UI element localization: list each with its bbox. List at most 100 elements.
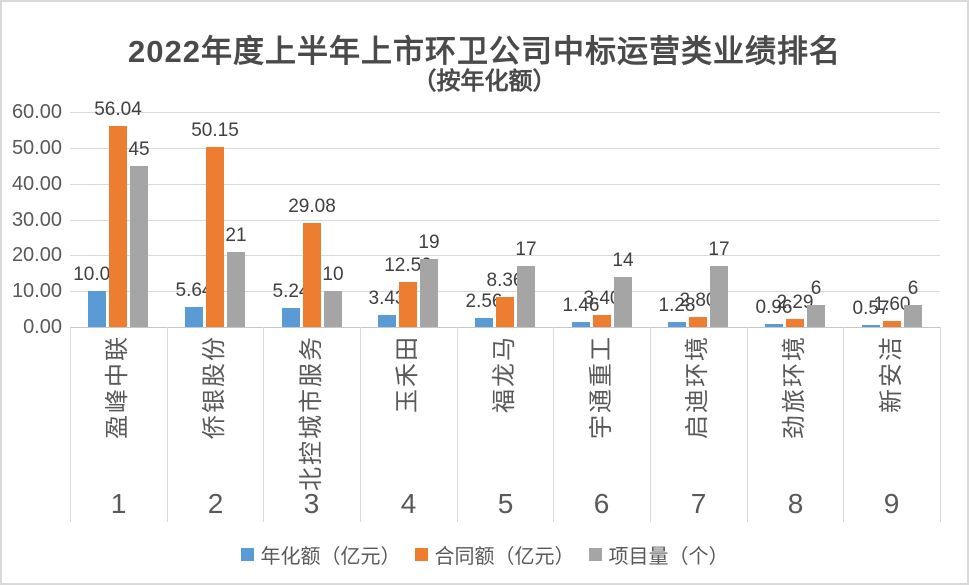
data-label: 29.08	[288, 196, 336, 217]
bar-contract	[496, 297, 514, 327]
data-label: 19	[418, 232, 440, 253]
bar-annualized	[862, 325, 880, 327]
bar-annualized	[88, 291, 106, 327]
bar-projects	[807, 305, 825, 327]
category-rank-label: 1	[110, 488, 127, 519]
bar-contract	[399, 282, 417, 327]
bar-projects	[227, 252, 245, 327]
gridline	[70, 291, 940, 292]
bar-projects	[420, 259, 438, 327]
data-label: 0.96	[755, 297, 793, 318]
category-rank-label: 5	[497, 488, 514, 519]
y-axis-tick-label: 30.00	[11, 209, 62, 231]
data-label: 17	[515, 239, 537, 260]
data-label: 3.40	[583, 288, 621, 309]
category-separator	[747, 327, 748, 522]
data-label: 5.24	[272, 281, 310, 302]
category-separator	[360, 327, 361, 522]
chart-title: 2022年度上半年上市环卫公司中标运营类业绩排名	[128, 34, 841, 69]
y-axis-tick-label: 50.00	[11, 137, 62, 159]
gridline	[70, 148, 940, 149]
data-label: 5.64	[175, 280, 213, 301]
category-rank-label: 9	[883, 488, 900, 519]
category-separator	[70, 327, 71, 522]
data-label: 2.80	[679, 290, 717, 311]
bar-annualized	[185, 307, 203, 327]
category-separator	[940, 327, 941, 522]
category-separator	[843, 327, 844, 522]
bar-contract	[303, 223, 321, 327]
legend-item-annualized: 年化额（亿元）	[240, 540, 401, 569]
bar-projects	[614, 277, 632, 327]
bar-projects	[517, 266, 535, 327]
category-separator	[553, 327, 554, 522]
category-rank-label: 3	[303, 488, 320, 519]
data-label: 50.15	[191, 120, 239, 141]
y-axis-tick-label: 40.00	[11, 173, 62, 195]
data-label: 12.50	[384, 255, 432, 276]
bar-projects	[904, 305, 922, 327]
data-label: 1.60	[873, 294, 911, 315]
bar-annualized	[378, 315, 396, 327]
category-separator	[650, 327, 651, 522]
bar-contract	[883, 321, 901, 327]
bar-annualized	[668, 322, 686, 327]
legend-swatch-icon	[240, 548, 254, 561]
data-label: 6	[810, 278, 822, 299]
legend-item-contract: 合同额（亿元）	[414, 540, 575, 569]
data-label: 8.36	[486, 270, 524, 291]
data-label: 10.00	[73, 264, 121, 285]
legend-swatch-icon	[414, 548, 428, 561]
legend: 年化额（亿元） 合同额（亿元） 项目量（个）	[2, 540, 967, 569]
category-rank-label: 4	[400, 488, 417, 519]
data-label: 3.43	[368, 288, 406, 309]
legend-item-projects: 项目量（个）	[588, 540, 729, 569]
data-label: 21	[225, 225, 247, 246]
category-separator	[263, 327, 264, 522]
y-axis-tick-label: 60.00	[11, 101, 62, 123]
chart-subtitle: （按年化额）	[412, 68, 557, 95]
bar-projects	[130, 166, 148, 327]
y-axis-tick-label: 10.00	[11, 280, 62, 302]
y-axis-tick-label: 0.00	[23, 316, 62, 338]
legend-label: 年化额（亿元）	[260, 546, 401, 568]
data-label: 6	[907, 278, 919, 299]
data-label: 10	[322, 264, 344, 285]
bar-contract	[786, 319, 804, 327]
category-rank-label: 6	[593, 488, 610, 519]
gridline	[70, 220, 940, 221]
bar-annualized	[475, 318, 493, 327]
data-label: 17	[708, 239, 730, 260]
bar-annualized	[572, 322, 590, 327]
bar-contract	[109, 126, 127, 327]
bar-annualized	[765, 324, 783, 327]
category-rank-label: 2	[207, 488, 224, 519]
gridline	[70, 184, 940, 185]
category-rank-label: 7	[690, 488, 707, 519]
data-label: 0.57	[852, 298, 890, 319]
x-axis-line	[70, 327, 940, 328]
bar-projects	[324, 291, 342, 327]
category-separator	[457, 327, 458, 522]
data-label: 2.29	[776, 292, 814, 313]
bar-projects	[710, 266, 728, 327]
data-label: 56.04	[94, 99, 142, 120]
bar-contract	[206, 147, 224, 327]
gridline	[70, 255, 940, 256]
gridline	[70, 112, 940, 113]
bar-contract	[689, 317, 707, 327]
y-axis-tick-label: 20.00	[11, 244, 62, 266]
data-label: 45	[128, 139, 150, 160]
bar-annualized	[282, 308, 300, 327]
data-label: 1.28	[658, 295, 696, 316]
legend-label: 项目量（个）	[608, 546, 729, 568]
legend-label: 合同额（亿元）	[434, 546, 575, 568]
category-separator	[167, 327, 168, 522]
category-rank-label: 8	[787, 488, 804, 519]
data-label: 1.46	[562, 295, 600, 316]
legend-swatch-icon	[588, 548, 602, 561]
bar-contract	[593, 315, 611, 327]
data-label: 14	[612, 250, 634, 271]
data-label: 2.56	[465, 291, 503, 312]
